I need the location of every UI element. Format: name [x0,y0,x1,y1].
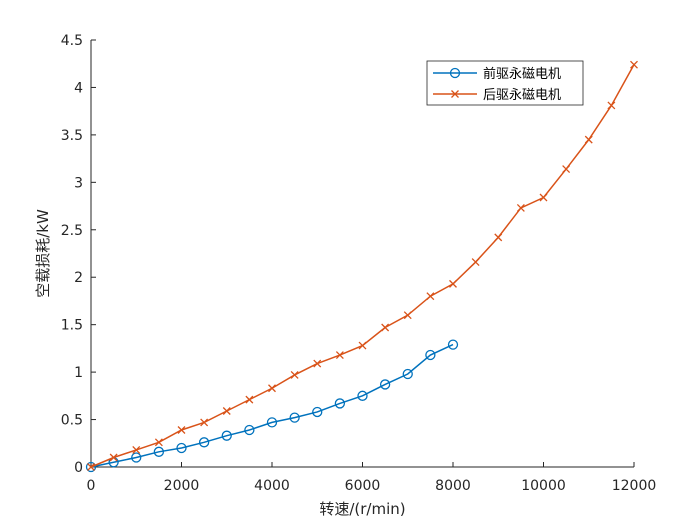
series-line [90,343,454,468]
y-tick-label: 1 [74,365,83,381]
y-tick-label: 3.5 [61,128,83,144]
legend-entry-front-motor[interactable]: 前驱永磁电机 [433,66,561,82]
legend[interactable]: 前驱永磁电机 后驱永磁电机 [426,60,584,106]
x-tick-label: 12000 [612,478,657,494]
y-tick-label: 1.5 [61,318,83,334]
x-axis-label: 转速/(r/min) [319,500,405,518]
y-tick-label: 4.5 [61,33,83,49]
series-line [90,64,635,468]
data-point-x [335,351,344,359]
data-point-circle [289,412,300,423]
series-layer [85,60,638,473]
data-point-circle [357,390,368,401]
data-point-x [539,193,548,202]
legend-label-front-motor: 前驱永磁电机 [483,66,561,82]
data-point-circle [131,452,142,463]
series-front-motor [85,339,459,473]
data-point-circle [425,349,436,361]
data-point-x [381,323,390,332]
data-point-x [449,279,457,288]
y-tick-label: 0 [74,460,83,476]
data-point-circle [266,417,278,428]
data-point-x [109,453,118,462]
data-point-circle [244,424,255,436]
data-point-x [87,463,95,471]
data-point-circle [198,437,210,448]
data-point-circle [447,339,459,350]
data-point-circle [402,368,413,380]
y-tick-label: 2 [74,270,83,286]
legend-x-marker [451,90,459,98]
y-tick-label: 0.5 [61,413,83,429]
y-tick-label: 4 [74,80,83,96]
data-point-x [132,445,141,454]
series-rear-motor [87,60,638,471]
data-point-x [290,370,299,379]
data-point-x [200,418,209,427]
data-point-circle [379,379,391,390]
data-point-x [584,135,593,144]
ticks-layer: 0 2000 4000 6000 8000 10000 12000 0 0.5 1 1.5 2 2.5 3… [61,33,657,494]
data-point-x [154,438,163,447]
data-point-circle [176,442,187,454]
x-tick-label: 4000 [254,478,290,494]
data-point-x [426,292,435,301]
data-point-x [245,395,254,404]
data-point-x [607,101,616,110]
y-axis-label: 空载损耗/kW [34,209,52,298]
data-point-x [630,60,638,69]
y-tick-label: 2.5 [61,223,83,239]
legend-entry-rear-motor[interactable]: 后驱永磁电机 [433,88,561,103]
data-point-x [471,258,480,266]
data-point-circle [221,430,232,441]
data-point-x [403,311,412,320]
data-point-x [516,203,525,212]
data-point-x [358,341,367,350]
x-tick-label: 8000 [435,478,471,494]
data-point-x [494,233,503,242]
x-tick-label: 0 [87,478,96,494]
legend-circle-marker [449,67,461,79]
data-point-x [222,407,231,415]
legend-label-rear-motor: 后驱永磁电机 [483,88,561,103]
data-point-circle [334,398,346,409]
y-tick-label: 3 [74,175,83,191]
data-point-x [562,165,571,174]
data-point-circle [85,461,97,473]
x-tick-label: 6000 [345,478,381,494]
data-point-x [313,359,322,368]
x-tick-label: 2000 [164,478,200,494]
data-point-x [177,426,186,434]
data-point-circle [312,406,323,418]
data-point-x [268,384,276,393]
x-tick-label: 10000 [521,478,566,494]
data-point-circle [153,446,165,457]
